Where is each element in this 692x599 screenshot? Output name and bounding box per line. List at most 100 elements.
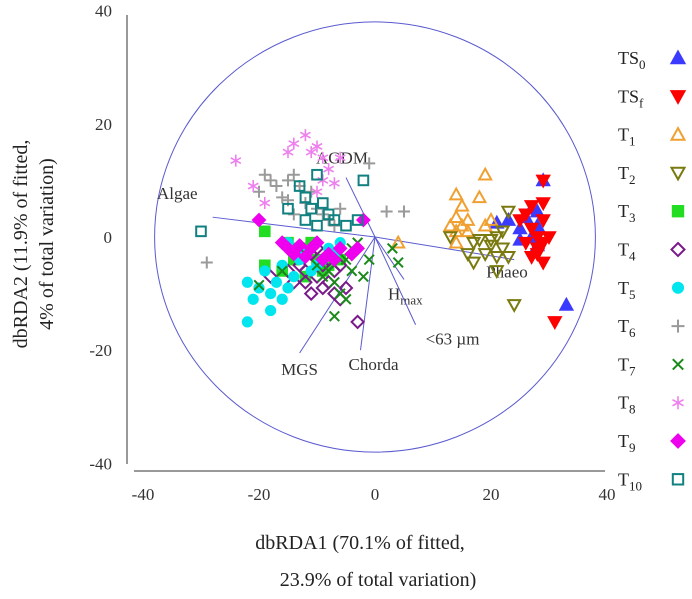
point-t2	[489, 231, 505, 246]
point-t9	[326, 252, 342, 268]
vector-agdm	[345, 177, 376, 238]
point-t2	[471, 234, 488, 248]
point-t1	[454, 197, 470, 212]
point-t9	[251, 212, 267, 228]
point-ts0	[558, 296, 575, 311]
point-t9	[292, 238, 308, 253]
point-t10	[293, 180, 306, 192]
point-t7	[323, 265, 335, 277]
point-t8	[311, 185, 323, 198]
point-t7	[346, 265, 358, 277]
point-t4	[350, 314, 366, 330]
point-t6	[398, 205, 410, 218]
point-t2	[477, 248, 493, 263]
point-t8	[311, 140, 323, 153]
legend-marker-t1	[669, 126, 687, 141]
point-t6	[270, 180, 283, 193]
correlation-circle	[154, 21, 596, 453]
point-tsf	[547, 316, 563, 330]
legend-label-t2: T2	[618, 163, 636, 187]
y-tick-label: 0	[104, 228, 113, 247]
point-t6	[264, 174, 277, 187]
legend-marker-t10	[671, 473, 685, 486]
point-t7	[328, 310, 340, 322]
series-t2	[442, 205, 522, 313]
point-t2	[465, 236, 482, 251]
point-t1	[390, 234, 406, 249]
y-tick-label: -20	[89, 341, 112, 360]
point-t9	[286, 246, 302, 262]
series-ts0	[489, 172, 575, 311]
legend-label-t5: T5	[618, 278, 636, 302]
point-t2	[483, 239, 499, 254]
legend-marker-t5	[671, 281, 685, 294]
x-tick-label: -40	[132, 485, 155, 504]
y-axis-title-line1: dbRDA2 (11.9% of fitted,	[10, 140, 32, 349]
point-t5	[241, 316, 253, 328]
y-tick-label: 40	[95, 2, 112, 21]
x-tick-label: 40	[599, 485, 616, 504]
point-t8	[259, 197, 271, 210]
point-t6	[200, 256, 213, 269]
point-t1	[460, 223, 476, 238]
point-t2	[483, 234, 499, 248]
vector-63m	[374, 236, 417, 325]
point-t10	[317, 197, 329, 209]
point-tsf	[523, 251, 540, 265]
vector-label-63m: <63 µm	[426, 330, 480, 349]
point-t8	[282, 146, 294, 159]
point-t10	[299, 214, 312, 226]
series-t8	[230, 129, 346, 210]
point-tsf	[535, 174, 551, 189]
point-t5	[282, 282, 294, 294]
point-tsf	[523, 222, 540, 237]
point-t8	[334, 151, 346, 164]
series-t1	[390, 166, 499, 249]
legend-label-tsf: TSf	[618, 86, 644, 110]
vector-phaeo	[374, 236, 515, 261]
point-t2	[489, 251, 505, 265]
point-t2	[465, 256, 482, 271]
legend-marker-t7	[672, 358, 684, 371]
point-t4	[297, 274, 313, 290]
vector-chorda	[360, 236, 376, 351]
point-t5	[276, 259, 288, 271]
x-axis-title-line1: dbRDA1 (70.1% of fitted,	[255, 532, 464, 554]
point-t10	[195, 225, 207, 238]
x-tick-label: 0	[371, 485, 380, 504]
legend: TS0 TSf T1 T2 T3 T4 T5 T6 T7 T8 T9 T10	[618, 48, 687, 493]
point-t8	[299, 129, 311, 142]
point-t4	[338, 280, 354, 296]
point-t5	[270, 276, 282, 288]
legend-marker-ts0	[669, 49, 687, 65]
y-tick-label: -40	[89, 454, 112, 473]
point-t7	[328, 276, 340, 288]
point-t5	[288, 271, 300, 283]
point-t8	[323, 163, 335, 176]
point-t6	[334, 202, 347, 215]
x-axis-title-line2: 23.9% of total variation)	[280, 569, 477, 591]
series-t10	[195, 168, 370, 238]
point-t7	[363, 254, 375, 266]
point-t9	[309, 235, 325, 251]
point-t8	[288, 137, 300, 150]
series-t9	[251, 212, 371, 268]
y-axis-title-line2: 4% of total variation)	[36, 158, 58, 330]
point-t2	[506, 299, 522, 313]
vector-hmax	[374, 236, 405, 280]
point-t1	[454, 217, 470, 232]
point-t6	[287, 168, 300, 181]
point-t10	[305, 202, 317, 215]
vector-label-chorda: Chorda	[349, 355, 400, 374]
point-t1	[448, 234, 464, 249]
point-t5	[253, 282, 265, 294]
point-t3	[259, 225, 271, 238]
point-t1	[448, 186, 464, 201]
point-t6	[363, 157, 376, 170]
point-t8	[230, 154, 242, 167]
point-t9	[297, 249, 313, 265]
point-t6	[258, 168, 271, 181]
point-t7	[276, 265, 288, 277]
point-t10	[299, 191, 312, 204]
